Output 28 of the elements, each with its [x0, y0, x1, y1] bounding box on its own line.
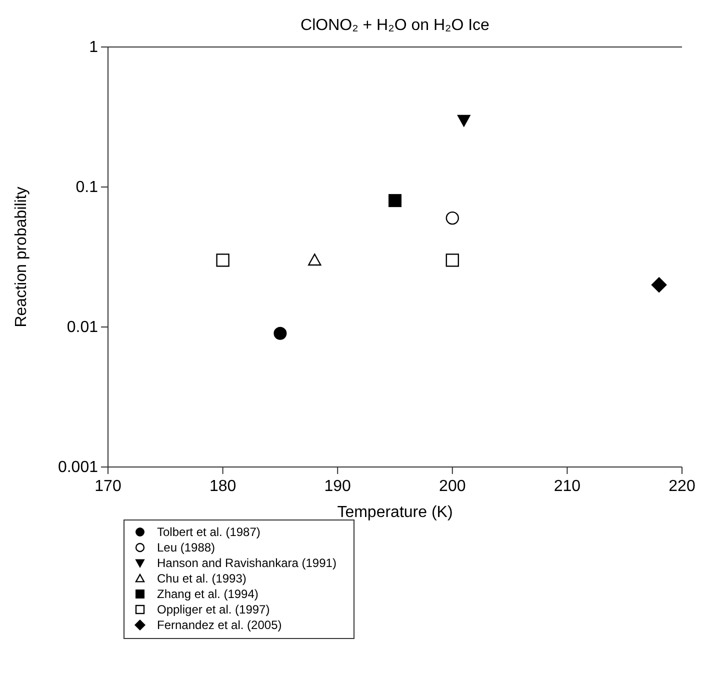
- point: [274, 326, 287, 340]
- legend-label: Leu (1988): [157, 540, 216, 554]
- y-tick-label: 1: [89, 39, 98, 56]
- legend-label: Oppliger et al. (1997): [157, 602, 270, 616]
- point: [308, 254, 322, 266]
- x-tick-label: 210: [554, 478, 581, 495]
- legend-label: Hanson and Ravishankara (1991): [157, 556, 336, 570]
- legend-label: Zhang et al. (1994): [157, 587, 258, 601]
- x-tick-label: 170: [94, 478, 122, 495]
- y-axis-title: Reaction probability: [13, 186, 30, 328]
- y-tick-label: 0.1: [76, 179, 98, 196]
- y-tick-label: 0.001: [58, 459, 98, 476]
- chart-title: ClONO₂ + H₂O on H₂O Ice: [300, 17, 490, 34]
- legend-label: Chu et al. (1993): [157, 572, 246, 586]
- x-tick-label: 180: [209, 478, 236, 495]
- x-tick-label: 190: [324, 478, 352, 495]
- x-tick-label: 220: [668, 478, 696, 495]
- y-tick-label: 0.01: [66, 319, 98, 336]
- x-tick-label: 200: [439, 478, 466, 495]
- point: [446, 254, 459, 267]
- point: [446, 211, 459, 225]
- point: [651, 277, 667, 293]
- point: [457, 114, 470, 127]
- legend-label: Fernandez et al. (2005): [157, 618, 282, 632]
- legend-label: Tolbert et al. (1987): [157, 525, 260, 539]
- point: [388, 194, 402, 208]
- point: [216, 254, 230, 267]
- x-axis-title: Temperature (K): [337, 504, 453, 521]
